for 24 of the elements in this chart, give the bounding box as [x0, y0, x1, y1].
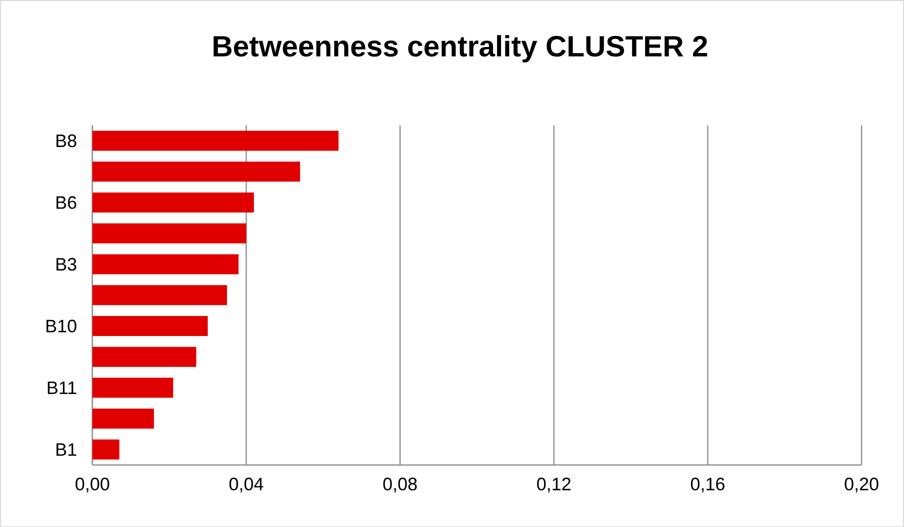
bar	[92, 223, 246, 244]
x-tick-label: 0,12	[537, 477, 570, 492]
bar	[92, 346, 196, 367]
bar	[92, 316, 208, 336]
bar	[92, 284, 228, 305]
x-tick-label: 0,00	[76, 477, 110, 492]
bar	[92, 439, 120, 460]
x-tick-label: 0,20	[844, 477, 878, 492]
y-tick-label: B11	[48, 381, 76, 394]
x-tick-label: 0,16	[690, 477, 724, 492]
chart-title: Betweenness centrality CLUSTER 2	[214, 34, 708, 62]
x-tick-label: 0,08	[383, 477, 417, 492]
y-tick-label: B10	[46, 319, 76, 332]
y-tick-label: B8	[56, 134, 76, 147]
x-tick-label: 0,04	[229, 477, 264, 492]
y-tick-label: B6	[56, 196, 76, 209]
bar	[92, 130, 339, 151]
bar	[92, 378, 174, 398]
bar	[92, 192, 254, 212]
y-tick-label: B3	[56, 258, 76, 270]
bar	[92, 254, 239, 274]
bar	[92, 161, 300, 182]
y-tick-label: B1	[56, 443, 76, 456]
bar	[92, 408, 154, 428]
